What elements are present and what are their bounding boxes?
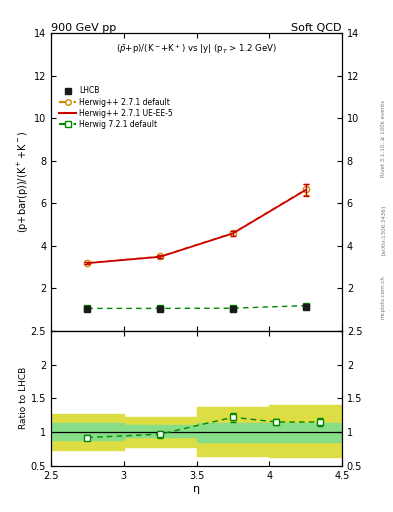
- X-axis label: η: η: [193, 483, 200, 494]
- Text: $(\bar{p}$+p)/(K$^-$+K$^+$) vs |y| (p$_T$ > 1.2 GeV): $(\bar{p}$+p)/(K$^-$+K$^+$) vs |y| (p$_T…: [116, 42, 277, 56]
- Text: Soft QCD: Soft QCD: [292, 23, 342, 33]
- Text: mcplots.cern.ch: mcplots.cern.ch: [381, 275, 386, 319]
- Legend: LHCB, Herwig++ 2.7.1 default, Herwig++ 2.7.1 UE-EE-5, Herwig 7.2.1 default: LHCB, Herwig++ 2.7.1 default, Herwig++ 2…: [58, 84, 174, 131]
- Text: 900 GeV pp: 900 GeV pp: [51, 23, 116, 33]
- Text: Rivet 3.1.10, ≥ 100k events: Rivet 3.1.10, ≥ 100k events: [381, 100, 386, 177]
- Text: [arXiv:1306.3436]: [arXiv:1306.3436]: [381, 205, 386, 255]
- Y-axis label: Ratio to LHCB: Ratio to LHCB: [19, 367, 28, 430]
- Y-axis label: (p+bar(p))/(K$^+$+K$^-$): (p+bar(p))/(K$^+$+K$^-$): [16, 131, 31, 233]
